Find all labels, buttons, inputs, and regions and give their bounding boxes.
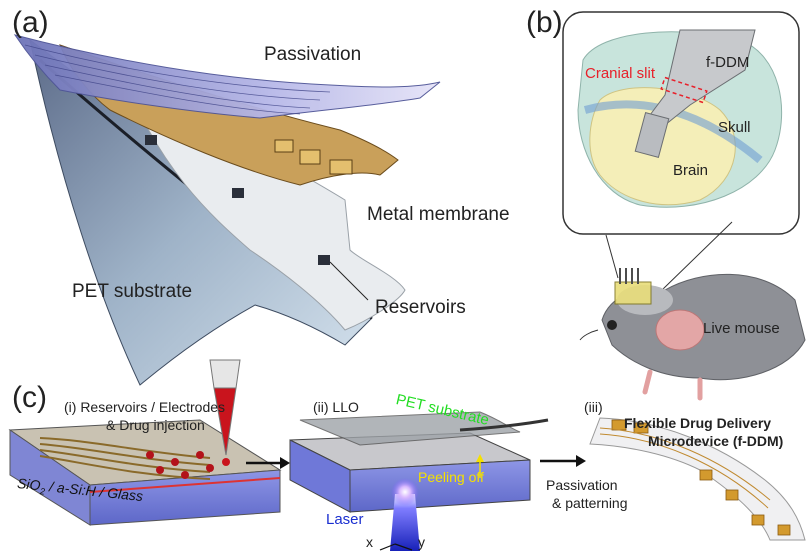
reservoir-hole bbox=[232, 188, 244, 198]
live-mouse bbox=[579, 268, 806, 401]
transition-line1: Passivation bbox=[546, 477, 618, 493]
axis-y-label: y bbox=[418, 534, 425, 550]
passivation-layer bbox=[13, 34, 441, 119]
reservoir-hole bbox=[145, 135, 157, 145]
mouse-eye bbox=[607, 320, 617, 330]
step1-title-line1: (i) Reservoirs / Electrodes bbox=[64, 399, 226, 415]
flexible-device-strip bbox=[589, 417, 806, 541]
axis-x-label: x bbox=[366, 534, 373, 550]
label-metal-membrane: Metal membrane bbox=[367, 204, 510, 225]
label-f-ddm: f-DDM bbox=[706, 54, 750, 71]
inset-pointer-left bbox=[605, 234, 619, 279]
panel-a-tag: (a) bbox=[12, 6, 49, 39]
step1-illustration bbox=[8, 359, 282, 526]
step3-illustration bbox=[589, 417, 806, 541]
step2-title: (ii) LLO bbox=[313, 399, 359, 415]
label-cranial-slit: Cranial slit bbox=[585, 65, 656, 82]
panel-b-illustration bbox=[562, 11, 806, 401]
step1-title-line2: & Drug injection bbox=[106, 417, 205, 433]
panel-a-device bbox=[13, 34, 441, 386]
label-skull: Skull bbox=[718, 119, 751, 136]
reservoir-hole bbox=[318, 255, 330, 265]
label-live-mouse: Live mouse bbox=[703, 320, 780, 337]
reservoir-leader bbox=[329, 261, 369, 301]
device-tip bbox=[634, 111, 670, 159]
step2-illustration bbox=[289, 411, 549, 551]
gold-pad bbox=[299, 149, 321, 165]
arrow-step1-to-step2 bbox=[246, 457, 290, 469]
f-ddm-device bbox=[649, 29, 756, 126]
label-passivation: Passivation bbox=[264, 44, 362, 65]
arrow-step2-to-step3 bbox=[540, 455, 586, 467]
mouse-ear bbox=[655, 309, 705, 351]
device-name-line1: Flexible Drug Delivery bbox=[624, 415, 772, 431]
cranial-slit-box bbox=[660, 76, 708, 104]
panel-c-tag: (c) bbox=[12, 381, 47, 414]
label-brain: Brain bbox=[673, 162, 709, 179]
label-peeling-off: Peeling off bbox=[418, 469, 484, 485]
glass-side bbox=[89, 469, 281, 526]
gold-pad bbox=[329, 159, 353, 175]
pipette bbox=[209, 359, 241, 466]
device-name-line2: Microdevice (f-DDM) bbox=[648, 433, 784, 449]
implanted-device bbox=[614, 281, 652, 305]
panel-b-tag: (b) bbox=[526, 6, 563, 39]
laser-flare bbox=[391, 478, 419, 506]
gold-pad bbox=[274, 139, 294, 153]
inset-pointer-right bbox=[661, 221, 733, 291]
step3-title: (iii) bbox=[584, 399, 603, 415]
laser-beam bbox=[390, 494, 420, 551]
label-reservoirs: Reservoirs bbox=[375, 297, 466, 318]
transition-line2: & patterning bbox=[552, 495, 628, 511]
label-pet-substrate: PET substrate bbox=[72, 281, 193, 302]
label-laser: Laser bbox=[326, 511, 364, 528]
